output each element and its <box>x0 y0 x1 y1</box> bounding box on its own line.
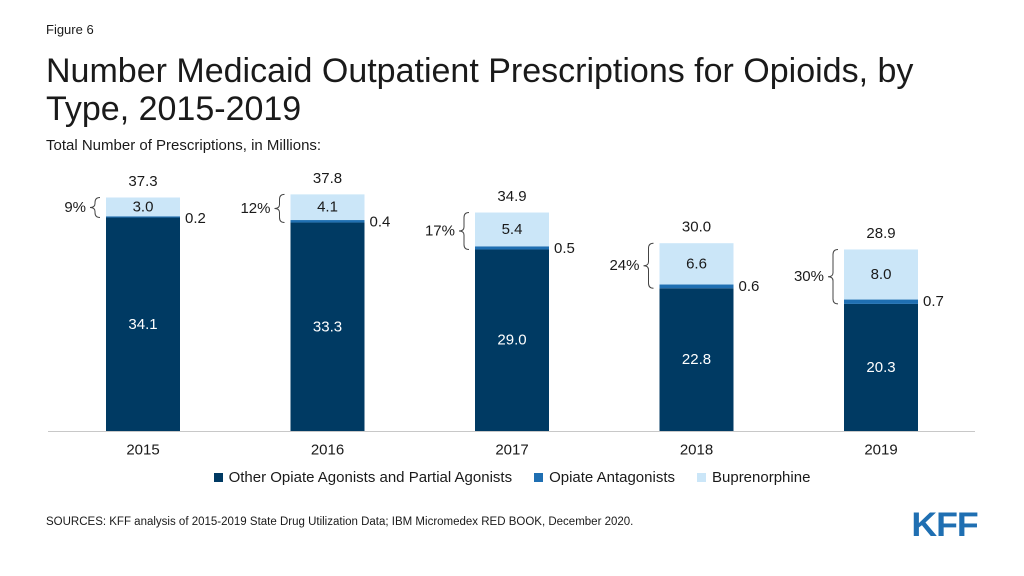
share-label-2017: 17% <box>425 222 455 239</box>
bar-other-opiate-2017 <box>475 249 549 431</box>
data-label-buprenorphine-2015: 3.0 <box>133 198 154 215</box>
x-tick-label-2019: 2019 <box>864 442 897 459</box>
bar-antagonists-2017 <box>475 246 549 250</box>
share-bracket-2017 <box>458 212 470 250</box>
stacked-bar-chart: 34.1 3.0 0.2 37.3 9% 2015 33.3 4.1 0.4 37.8 12% 201… <box>48 170 975 459</box>
data-label-buprenorphine-2016: 4.1 <box>317 199 338 216</box>
share-bracket-2019 <box>827 248 839 305</box>
legend-swatch-other-opiate <box>213 473 223 482</box>
bar-other-opiate-2016 <box>290 222 365 431</box>
legend-swatch-antagonists <box>534 473 544 482</box>
legend-item-buprenorphine: Buprenorphine <box>697 469 810 486</box>
x-tick-label-2015: 2015 <box>126 442 159 459</box>
data-label-other-opiate-2015: 34.1 <box>128 316 157 333</box>
total-label-2015: 37.3 <box>128 173 157 190</box>
source-note: SOURCES: KFF analysis of 2015-2019 State… <box>46 516 634 528</box>
bar-other-opiate-2015 <box>106 217 180 431</box>
bar-other-opiate-2019 <box>844 303 918 431</box>
total-label-2018: 30.0 <box>682 219 711 236</box>
chart-title: Number Medicaid Outpatient Prescriptions… <box>46 52 914 128</box>
legend: Other Opiate Agonists and Partial Agonis… <box>0 469 1024 486</box>
chart-subtitle: Total Number of Prescriptions, in Millio… <box>46 137 322 154</box>
share-label-2015: 9% <box>64 199 86 216</box>
share-label-2018: 24% <box>609 257 639 274</box>
legend-label-other-opiate: Other Opiate Agonists and Partial Agonis… <box>228 469 513 486</box>
bar-antagonists-2016 <box>290 220 365 223</box>
x-tick-label-2016: 2016 <box>311 442 344 459</box>
data-label-other-opiate-2019: 20.3 <box>866 359 895 376</box>
data-label-buprenorphine-2019: 8.0 <box>871 266 892 283</box>
data-label-buprenorphine-2017: 5.4 <box>502 221 523 238</box>
total-label-2019: 28.9 <box>866 225 895 242</box>
bar-buprenorphine-2015 <box>106 197 180 217</box>
bar-antagonists-2015 <box>106 216 180 218</box>
bar-other-opiate-2018 <box>659 288 734 431</box>
data-label-buprenorphine-2018: 6.6 <box>686 255 707 272</box>
bar-antagonists-2019 <box>844 299 918 304</box>
data-label-antagonists-2017: 0.5 <box>554 240 575 257</box>
data-label-other-opiate-2016: 33.3 <box>313 318 342 335</box>
bar-antagonists-2018 <box>659 284 734 289</box>
bar-buprenorphine-2017 <box>475 212 549 247</box>
legend-label-buprenorphine: Buprenorphine <box>712 469 811 486</box>
bar-buprenorphine-2016 <box>290 194 365 221</box>
legend-item-other-opiate: Other Opiate Agonists and Partial Agonis… <box>213 469 513 486</box>
share-bracket-2015 <box>89 197 101 219</box>
total-label-2017: 34.9 <box>497 188 526 205</box>
x-tick-label-2018: 2018 <box>680 442 713 459</box>
kff-logo: KFF <box>911 506 978 544</box>
data-label-antagonists-2015: 0.2 <box>185 210 206 227</box>
data-label-other-opiate-2017: 29.0 <box>497 332 526 349</box>
share-label-2016: 12% <box>240 200 270 217</box>
bar-buprenorphine-2019 <box>844 249 918 300</box>
share-bracket-2018 <box>643 242 654 289</box>
legend-label-antagonists: Opiate Antagonists <box>549 469 675 486</box>
legend-swatch-buprenorphine <box>697 473 706 482</box>
bar-buprenorphine-2018 <box>659 243 734 285</box>
figure-label: Figure 6 <box>46 22 94 37</box>
data-label-other-opiate-2018: 22.8 <box>682 351 711 368</box>
total-label-2016: 37.8 <box>313 170 342 187</box>
data-label-antagonists-2019: 0.7 <box>923 293 944 310</box>
legend-item-antagonists: Opiate Antagonists <box>534 469 675 486</box>
share-label-2019: 30% <box>794 268 824 285</box>
data-label-antagonists-2018: 0.6 <box>739 278 760 295</box>
x-tick-label-2017: 2017 <box>495 442 528 459</box>
share-bracket-2016 <box>274 193 285 224</box>
data-label-antagonists-2016: 0.4 <box>370 214 391 231</box>
